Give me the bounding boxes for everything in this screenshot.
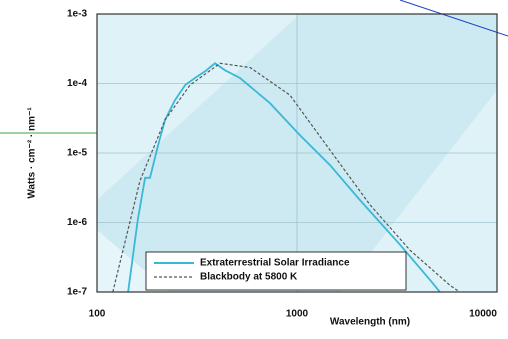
y-tick-label: 1e-3	[67, 9, 87, 20]
x-tick-label: 10000	[469, 309, 497, 320]
decor-line	[399, 0, 508, 37]
legend-label: Blackbody at 5800 K	[200, 272, 298, 283]
lines	[112, 62, 460, 292]
y-tick-label: 1e-7	[67, 287, 87, 298]
x-tick-label: 1000	[286, 309, 309, 320]
x-axis-title: Wavelength (nm)	[330, 317, 410, 328]
x-tick-label: 100	[89, 309, 106, 320]
plot-frame	[96, 13, 498, 293]
y-tick-label: 1e-6	[67, 217, 87, 228]
legend: Extraterrestrial Solar Irradiance Blackbo…	[145, 251, 407, 291]
y-axis-title: Watts · cm⁻² · nm⁻¹	[27, 107, 38, 199]
series-line	[127, 62, 441, 292]
y-tick-label: 1e-5	[67, 148, 87, 159]
background-bands	[97, 14, 497, 292]
y-tick-label: 1e-4	[67, 78, 87, 89]
legend-label: Extraterrestrial Solar Irradiance	[200, 258, 350, 269]
legend-box	[145, 251, 407, 291]
